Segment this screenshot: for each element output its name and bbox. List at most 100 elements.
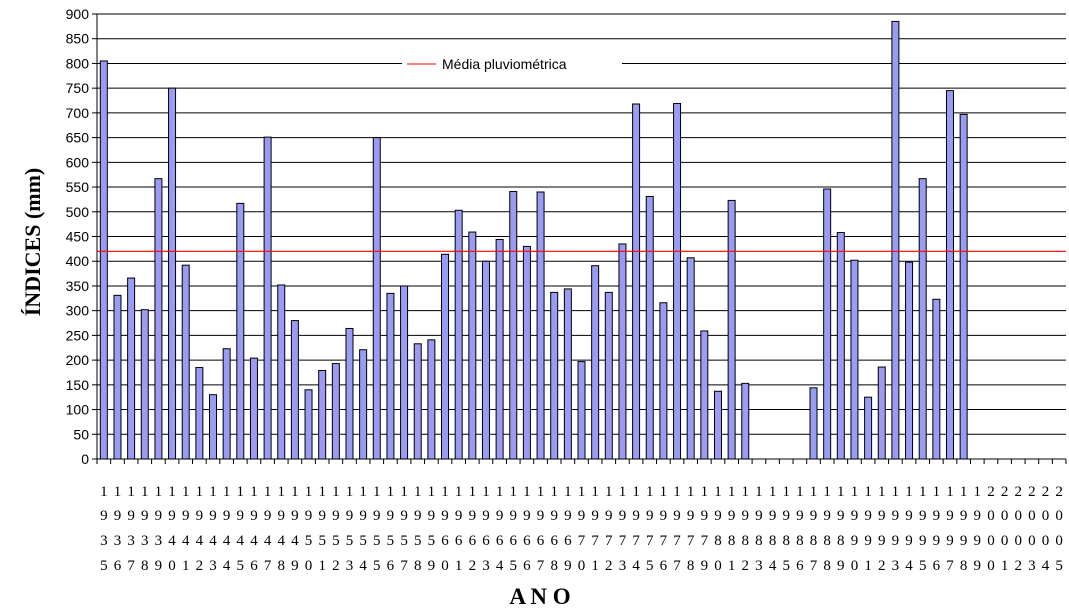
bar <box>99 60 108 460</box>
bar <box>659 302 668 460</box>
bar <box>127 277 136 460</box>
bar <box>168 87 177 460</box>
bar <box>372 137 381 460</box>
bar <box>140 309 149 460</box>
bar <box>918 178 927 460</box>
y-tick-label: 100 <box>66 402 90 418</box>
bar <box>304 389 313 460</box>
y-tick-label: 150 <box>66 377 90 393</box>
bar <box>413 343 422 460</box>
legend-background <box>402 54 622 74</box>
bar <box>563 288 572 460</box>
y-tick-label: 900 <box>66 6 90 22</box>
bar <box>263 136 272 460</box>
bar <box>400 285 409 460</box>
legend: Média pluviométrica <box>402 54 622 74</box>
bar <box>468 231 477 460</box>
y-tick-label: 450 <box>66 229 90 245</box>
bar <box>741 382 750 460</box>
bar <box>618 243 627 460</box>
bar <box>277 284 286 460</box>
bar <box>891 20 900 460</box>
bar <box>154 178 163 460</box>
bar <box>713 390 722 460</box>
bar <box>209 394 218 460</box>
y-tick-label: 800 <box>66 55 90 71</box>
bar <box>727 199 736 460</box>
bar <box>236 202 245 460</box>
bar <box>577 361 586 460</box>
bar <box>877 366 886 460</box>
bar <box>836 232 845 460</box>
x-axis-title: A N O <box>509 584 570 609</box>
legend-label: Média pluviométrica <box>442 56 567 72</box>
gridlines <box>97 13 1066 435</box>
y-tick-label: 50 <box>73 426 89 442</box>
y-axis-title: ÍNDICES (mm) <box>20 168 45 317</box>
bar <box>222 348 231 460</box>
bar <box>550 291 559 460</box>
bar <box>945 90 954 460</box>
bar <box>181 264 190 460</box>
bar <box>850 259 859 460</box>
bar <box>673 102 682 460</box>
bar <box>359 349 368 460</box>
bar <box>632 103 641 460</box>
bars <box>99 20 968 460</box>
bar <box>481 260 490 460</box>
bar <box>441 253 450 460</box>
bar <box>522 245 531 460</box>
bar <box>700 330 709 460</box>
bar <box>345 327 354 460</box>
y-tick-label: 400 <box>66 253 90 269</box>
bar <box>427 339 436 460</box>
bar <box>604 291 613 460</box>
y-tick-labels: 0 50 100 150 200 250 300 350 400 450 500 550 600 650 7… <box>66 6 97 467</box>
bar <box>823 188 832 460</box>
y-tick-label: 750 <box>66 80 90 96</box>
